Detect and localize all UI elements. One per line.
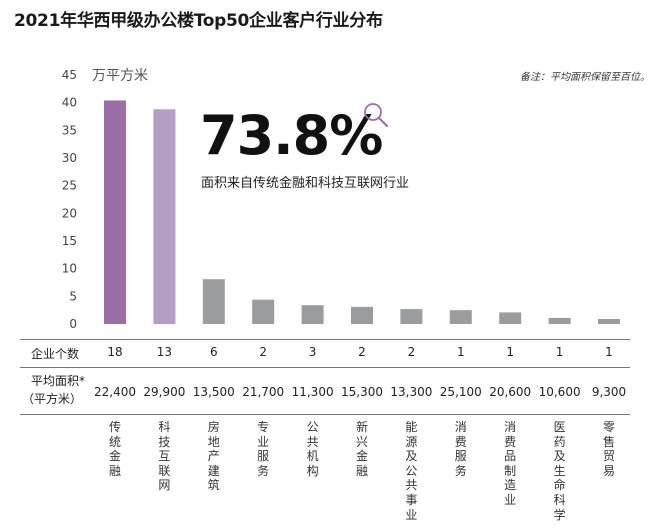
avg-area-cell: 21,700 xyxy=(242,385,285,399)
bar-3 xyxy=(202,279,225,324)
count-row-label: 企业个数 xyxy=(31,347,80,361)
table-bottom-divider xyxy=(20,414,630,415)
avg-area-cell: 11,300 xyxy=(291,385,334,399)
avg-area-cell: 29,900 xyxy=(143,385,186,399)
bar-6 xyxy=(351,306,373,324)
count-cell: 2 xyxy=(259,345,267,359)
avg-area-cell: 15,300 xyxy=(341,385,383,399)
bar-10 xyxy=(548,317,571,324)
category-label: 医药及生命科学 xyxy=(553,420,566,522)
category-label: 科技互联网 xyxy=(158,420,171,493)
y-tick-label: 15 xyxy=(62,234,77,248)
bar-7 xyxy=(400,309,423,324)
area-row-label-line2: （平方米） xyxy=(22,392,83,406)
count-cell: 6 xyxy=(209,345,218,359)
bar-2 xyxy=(153,109,176,324)
table-top-divider xyxy=(20,339,630,340)
bar-1 xyxy=(104,100,126,324)
y-tick-label: 30 xyxy=(62,151,77,165)
category-label: 传统金融 xyxy=(108,420,121,478)
y-tick-label: 25 xyxy=(62,179,77,193)
bar-9 xyxy=(499,312,522,324)
bar-4 xyxy=(252,299,275,324)
count-cell: 3 xyxy=(308,345,317,359)
count-cell: 1 xyxy=(555,345,564,359)
avg-area-cell: 13,500 xyxy=(192,385,235,399)
y-tick-label: 40 xyxy=(62,96,77,110)
y-tick-label: 35 xyxy=(62,123,77,137)
area-row-label-line1: 平均面积* xyxy=(31,374,86,388)
chart-title: 2021年华西甲级办公楼Top50企业客户行业分布 xyxy=(14,11,383,31)
avg-area-cell: 22,400 xyxy=(94,385,136,399)
footnote: 备注：平均面积保留至百位。 xyxy=(520,72,650,83)
avg-area-cell: 20,600 xyxy=(489,385,532,399)
count-cell: 1 xyxy=(605,345,613,359)
y-tick-label: 0 xyxy=(69,317,77,331)
highlight-value: 73.8% xyxy=(200,104,383,167)
count-cell: 18 xyxy=(107,345,123,359)
count-cell: 1 xyxy=(456,345,465,359)
count-cell: 2 xyxy=(407,345,416,359)
category-label: 零售贸易 xyxy=(602,420,615,478)
y-tick-label: 5 xyxy=(69,289,77,303)
category-label: 专业服务 xyxy=(257,420,270,478)
table-middle-divider xyxy=(20,367,630,368)
y-tick-label: 45 xyxy=(62,68,77,82)
category-label: 房地产建筑 xyxy=(207,420,220,493)
category-label: 公共机构 xyxy=(306,420,319,478)
search-icon xyxy=(364,103,389,128)
count-cell: 1 xyxy=(506,345,514,359)
y-tick-label: 10 xyxy=(62,262,77,276)
avg-area-cell: 25,100 xyxy=(439,385,482,399)
y-tick-label: 20 xyxy=(62,206,77,220)
bar-8 xyxy=(449,310,472,324)
category-label: 消费服务 xyxy=(454,420,467,478)
y-axis-unit-label: 万平方米 xyxy=(92,68,148,84)
category-label: 新兴金融 xyxy=(355,420,368,478)
bar-5 xyxy=(301,305,324,324)
category-label: 消费品制造业 xyxy=(504,420,517,507)
highlight-caption: 面积来自传统金融和科技互联网行业 xyxy=(201,176,410,191)
avg-area-cell: 10,600 xyxy=(538,385,581,399)
count-cell: 2 xyxy=(358,345,366,359)
count-cell: 13 xyxy=(156,345,173,359)
avg-area-cell: 9,300 xyxy=(591,385,627,399)
category-label: 能源及公共事业 xyxy=(405,420,418,522)
bar-11 xyxy=(598,319,620,324)
avg-area-cell: 13,300 xyxy=(390,385,433,399)
